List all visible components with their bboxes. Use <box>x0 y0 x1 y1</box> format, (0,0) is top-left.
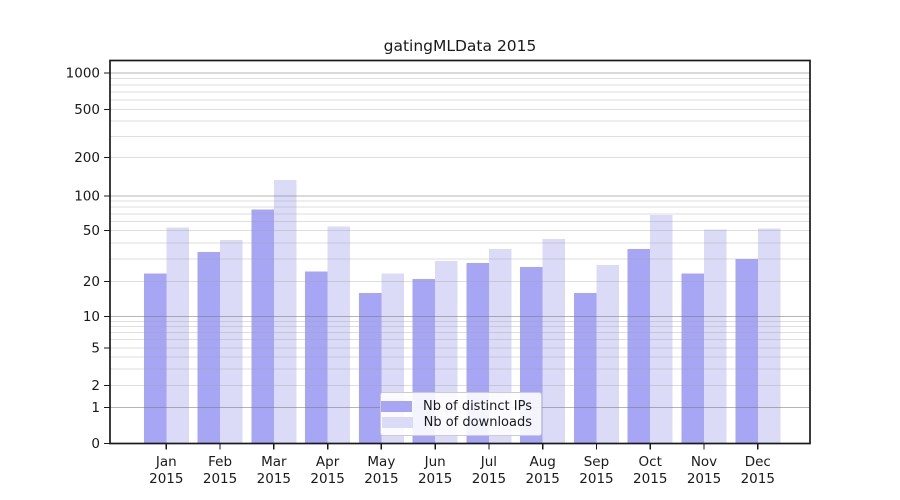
bar-nb-of-distinct-ips-jan <box>143 273 167 444</box>
x-tick-label-month: May <box>367 454 395 470</box>
x-tick-label-month: Jun <box>424 454 446 470</box>
x-tick-label-year: 2015 <box>203 471 237 487</box>
x-tick-label-year: 2015 <box>257 471 291 487</box>
x-tick-label-month: Nov <box>691 454 717 470</box>
bar-nb-of-downloads-oct <box>650 215 673 444</box>
y-tick-label: 500 <box>74 102 100 118</box>
y-tick-label: 200 <box>74 150 100 166</box>
x-tick-label-month: Sep <box>584 454 609 470</box>
bar-nb-of-distinct-ips-dec <box>735 258 758 444</box>
bar-nb-of-distinct-ips-feb <box>197 251 221 444</box>
x-tick-label-year: 2015 <box>472 471 506 487</box>
x-tick-label-year: 2015 <box>364 471 398 487</box>
legend-item-downloads: Nb of downloads <box>381 414 532 430</box>
y-tick-label: 2 <box>91 378 100 394</box>
bar-nb-of-downloads-nov <box>704 229 727 444</box>
legend: Nb of distinct IPs Nb of downloads <box>380 392 542 436</box>
y-tick-label: 5 <box>91 341 100 357</box>
x-tick-label-month: Mar <box>261 454 287 470</box>
y-tick-label: 20 <box>83 274 100 290</box>
x-tick-label-year: 2015 <box>579 471 613 487</box>
x-tick-label-month: Feb <box>208 454 232 470</box>
bar-nb-of-downloads-sep <box>596 264 619 444</box>
x-tick-label-year: 2015 <box>633 471 667 487</box>
plot-border <box>109 59 811 445</box>
x-tick-label-month: Oct <box>639 454 662 470</box>
bar-nb-of-distinct-ips-nov <box>681 273 704 444</box>
y-tick-label: 0 <box>91 436 100 452</box>
legend-swatch-distinct-ips <box>381 400 413 412</box>
legend-item-distinct-ips: Nb of distinct IPs <box>381 398 532 414</box>
bar-nb-of-distinct-ips-sep <box>573 292 597 444</box>
legend-label-downloads: Nb of downloads <box>423 414 532 430</box>
x-tick-label-year: 2015 <box>741 471 775 487</box>
x-tick-label-month: Aug <box>530 454 556 470</box>
x-tick-label-year: 2015 <box>687 471 721 487</box>
bar-nb-of-distinct-ips-may <box>358 292 382 444</box>
y-tick-label: 50 <box>83 223 100 239</box>
x-tick-label-month: Jul <box>480 454 497 470</box>
x-tick-label-year: 2015 <box>310 471 344 487</box>
bar-nb-of-downloads-mar <box>273 180 297 444</box>
y-tick-label: 1000 <box>66 66 100 82</box>
bar-nb-of-downloads-jan <box>166 227 189 444</box>
y-tick-label: 10 <box>83 309 100 325</box>
legend-swatch-downloads <box>381 416 413 428</box>
y-tick-label: 1 <box>91 400 100 416</box>
bar-nb-of-downloads-dec <box>757 228 781 444</box>
x-tick-label-year: 2015 <box>526 471 560 487</box>
bar-nb-of-downloads-aug <box>542 238 566 444</box>
bar-nb-of-distinct-ips-apr <box>305 271 328 444</box>
bar-nb-of-distinct-ips-mar <box>251 209 274 444</box>
bar-nb-of-downloads-feb <box>220 240 243 444</box>
x-tick-label-year: 2015 <box>418 471 452 487</box>
x-tick-label-month: Apr <box>316 454 340 470</box>
chart-title: gatingMLData 2015 <box>383 37 537 55</box>
y-tick-label: 100 <box>74 189 100 205</box>
bar-nb-of-downloads-apr <box>327 226 351 444</box>
x-tick-label-month: Dec <box>745 454 771 470</box>
bar-nb-of-distinct-ips-oct <box>627 248 651 444</box>
x-tick-label-year: 2015 <box>149 471 183 487</box>
x-tick-label-month: Jan <box>155 454 177 470</box>
legend-label-distinct-ips: Nb of distinct IPs <box>423 398 532 414</box>
